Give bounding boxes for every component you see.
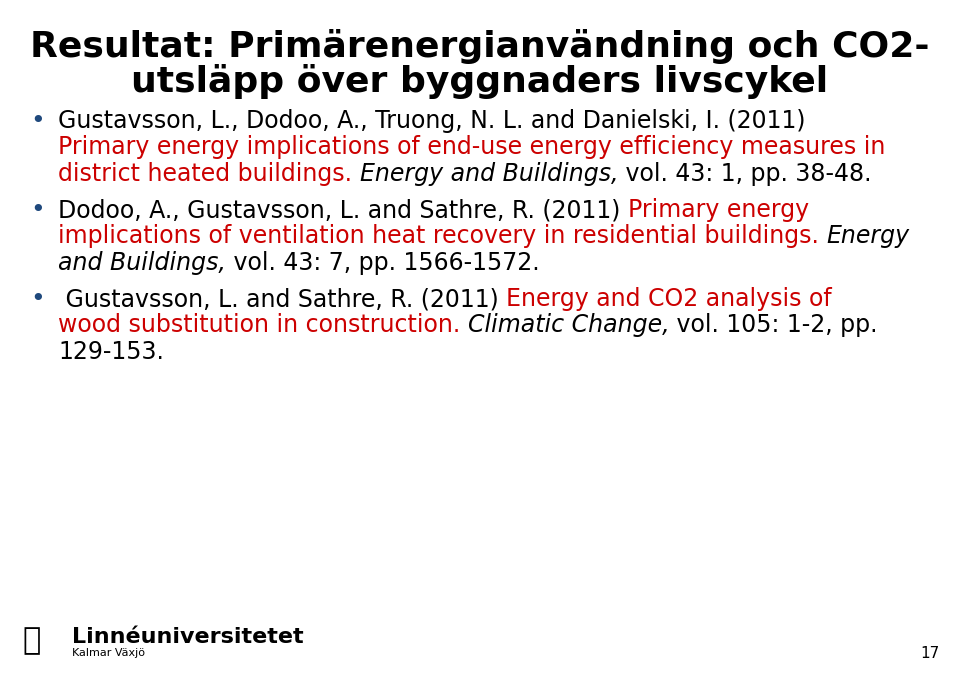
Text: district heated buildings.: district heated buildings. (58, 162, 352, 186)
Text: Energy: Energy (827, 225, 909, 249)
Text: 129-153.: 129-153. (58, 340, 164, 364)
Text: Primary energy implications of end-use energy efficiency measures in: Primary energy implications of end-use e… (58, 135, 885, 159)
Text: Energy and CO2 analysis of: Energy and CO2 analysis of (506, 287, 832, 311)
Text: 17: 17 (921, 646, 940, 661)
Text: 🌳: 🌳 (22, 626, 40, 655)
Text: Linnéuniversitetet: Linnéuniversitetet (72, 627, 303, 647)
Text: •: • (30, 109, 45, 133)
Text: Gustavsson, L. and Sathre, R. (2011): Gustavsson, L. and Sathre, R. (2011) (58, 287, 506, 311)
Text: Climatic Change,: Climatic Change, (468, 313, 669, 338)
Text: •: • (30, 198, 45, 222)
Text: Resultat: Primärenergianvändning och CO2-: Resultat: Primärenergianvändning och CO2… (31, 29, 929, 64)
Text: Gustavsson, L., Dodoo, A., Truong, N. L. and Danielski, I. (2011): Gustavsson, L., Dodoo, A., Truong, N. L.… (58, 109, 813, 133)
Text: wood substitution in construction.: wood substitution in construction. (58, 313, 460, 338)
Text: vol. 43: 1, pp. 38-48.: vol. 43: 1, pp. 38-48. (618, 162, 872, 186)
Text: implications of ventilation heat recovery in residential buildings.: implications of ventilation heat recover… (58, 225, 819, 249)
Text: vol. 43: 7, pp. 1566-1572.: vol. 43: 7, pp. 1566-1572. (226, 251, 540, 275)
Text: Energy and Buildings,: Energy and Buildings, (359, 162, 618, 186)
Text: Dodoo, A., Gustavsson, L. and Sathre, R. (2011): Dodoo, A., Gustavsson, L. and Sathre, R.… (58, 198, 628, 222)
Text: vol. 105: 1-2, pp.: vol. 105: 1-2, pp. (669, 313, 877, 338)
Text: Primary energy: Primary energy (628, 198, 809, 222)
Text: •: • (30, 287, 45, 311)
Text: Kalmar Växjö: Kalmar Växjö (72, 648, 145, 658)
Text: utsläpp över byggnaders livscykel: utsläpp över byggnaders livscykel (132, 64, 828, 99)
Text: and Buildings,: and Buildings, (58, 251, 226, 275)
